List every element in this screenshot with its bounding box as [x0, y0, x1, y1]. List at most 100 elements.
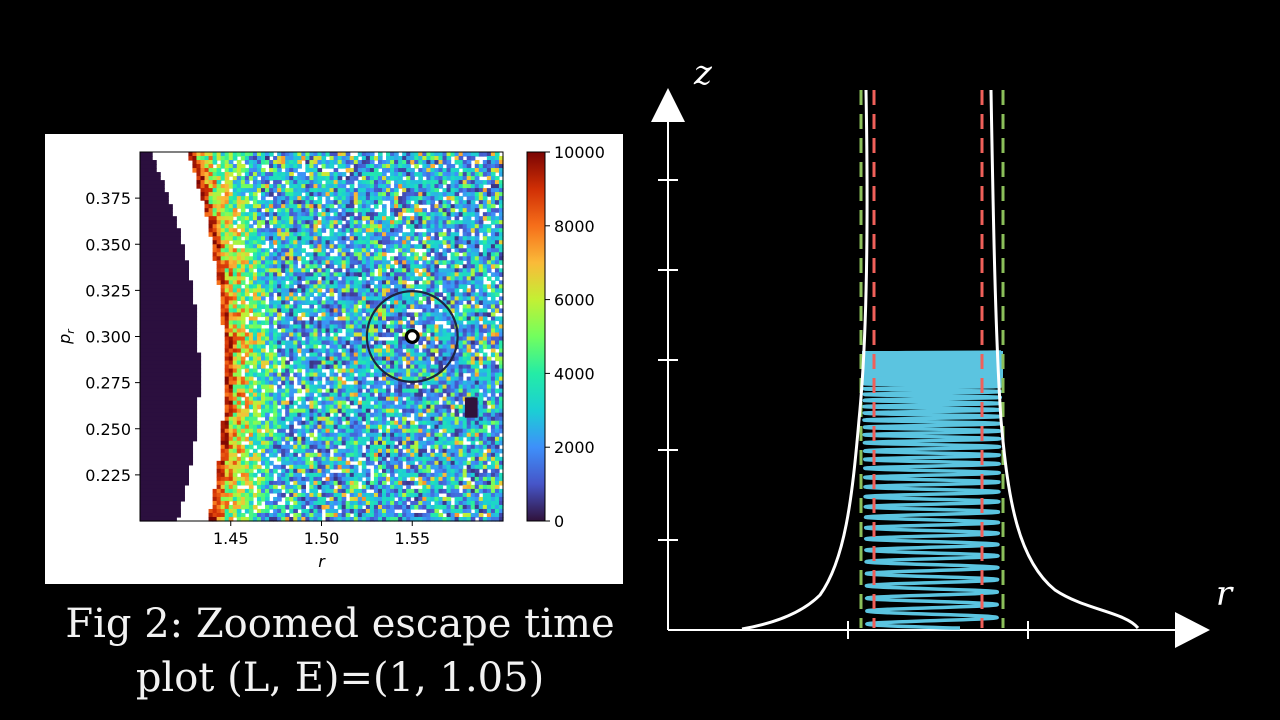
heatmap-cell — [418, 360, 423, 366]
heatmap-cell — [426, 188, 431, 193]
heatmap-cell — [224, 388, 230, 394]
heatmap-cell — [398, 248, 403, 253]
heatmap-cell — [357, 388, 363, 394]
heatmap-cell — [418, 372, 423, 378]
heatmap-cell — [325, 184, 331, 189]
heatmap-cell — [422, 404, 427, 410]
heatmap-cell — [478, 336, 484, 342]
heatmap-cell — [337, 404, 343, 410]
heatmap-cell — [462, 224, 468, 229]
heatmap-cell — [390, 364, 395, 370]
heatmap-cell — [357, 228, 363, 233]
heatmap-cell — [490, 436, 496, 442]
heatmap-cell — [349, 352, 355, 358]
heatmap-cell — [252, 156, 258, 161]
bounded-region-cell — [140, 208, 173, 213]
heatmap-cell — [390, 240, 395, 245]
heatmap-cell — [474, 188, 480, 193]
heatmap-cell — [329, 172, 335, 177]
heatmap-cell — [357, 320, 363, 326]
heatmap-cell — [261, 152, 266, 157]
heatmap-cell — [269, 200, 274, 205]
heatmap-cell — [269, 320, 274, 326]
heatmap-cell — [224, 344, 230, 350]
heatmap-cell — [438, 280, 444, 285]
heatmap-cell — [309, 352, 315, 358]
heatmap-cell — [301, 364, 306, 370]
heatmap-cell — [446, 332, 452, 338]
heatmap-cell — [442, 368, 448, 374]
heatmap-cell — [301, 152, 306, 157]
heatmap-cell — [252, 284, 258, 289]
heatmap-cell — [373, 164, 379, 169]
heatmap-cell — [321, 460, 327, 466]
heatmap-cell — [220, 204, 226, 209]
heatmap-cell — [369, 156, 375, 161]
heatmap-cell — [341, 432, 347, 438]
heatmap-cell — [490, 360, 496, 366]
heatmap-cell — [422, 444, 427, 450]
heatmap-cell — [365, 420, 371, 426]
heatmap-cell — [248, 164, 254, 169]
heatmap-cell — [273, 448, 278, 454]
heatmap-cell — [442, 436, 448, 442]
heatmap-cell — [434, 436, 440, 442]
heatmap-cell — [430, 308, 436, 314]
heatmap-cell — [446, 228, 452, 233]
heatmap-cell — [478, 380, 484, 386]
heatmap-cell — [454, 360, 460, 366]
heatmap-cell — [353, 428, 359, 434]
heatmap-cell — [309, 360, 315, 366]
heatmap-cell — [466, 196, 472, 201]
heatmap-cell — [228, 360, 234, 366]
heatmap-cell — [273, 264, 278, 269]
heatmap-cell — [426, 180, 431, 185]
heatmap-cell — [285, 324, 290, 330]
heatmap-cell — [414, 412, 419, 418]
heatmap-cell — [406, 248, 411, 253]
heatmap-cell — [410, 400, 415, 406]
heatmap-cell — [458, 176, 464, 181]
heatmap-cell — [462, 448, 468, 454]
heatmap-cell — [373, 344, 379, 350]
heatmap-cell — [248, 460, 254, 466]
heatmap-cell — [490, 396, 496, 402]
heatmap-cell — [470, 172, 476, 177]
heatmap-cell — [345, 412, 351, 418]
heatmap-cell — [313, 364, 319, 370]
heatmap-cell — [361, 184, 367, 189]
heatmap-cell — [454, 232, 460, 237]
heatmap-cell — [345, 156, 351, 161]
heatmap-cell — [220, 264, 226, 269]
heatmap-cell — [470, 444, 476, 450]
heatmap-cell — [498, 448, 504, 454]
heatmap-cell — [329, 260, 335, 265]
heatmap-cell — [454, 420, 460, 426]
heatmap-cell — [458, 316, 464, 322]
heatmap-cell — [406, 188, 411, 193]
heatmap-cell — [325, 284, 331, 289]
heatmap-cell — [482, 304, 488, 310]
heatmap-cell — [418, 284, 423, 289]
heatmap-cell — [369, 192, 375, 197]
heatmap-cell — [273, 196, 278, 201]
heatmap-cell — [390, 256, 395, 261]
heatmap-cell — [426, 308, 431, 314]
heatmap-cell — [390, 212, 395, 217]
heatmap-cell — [498, 204, 504, 209]
bounded-region-cell — [140, 192, 169, 197]
heatmap-cell — [293, 288, 298, 293]
heatmap-cell — [321, 364, 327, 370]
heatmap-cell — [277, 408, 282, 414]
heatmap-cell — [305, 448, 310, 454]
heatmap-cell — [224, 324, 230, 330]
heatmap-cell — [313, 160, 319, 165]
heatmap-cell — [450, 424, 456, 430]
heatmap-cell — [357, 236, 363, 241]
heatmap-cell — [394, 380, 399, 386]
heatmap-cell — [454, 292, 460, 297]
heatmap-cell — [446, 240, 452, 245]
heatmap-cell — [454, 312, 460, 318]
heatmap-cell — [265, 224, 270, 229]
heatmap-cell — [269, 416, 274, 422]
